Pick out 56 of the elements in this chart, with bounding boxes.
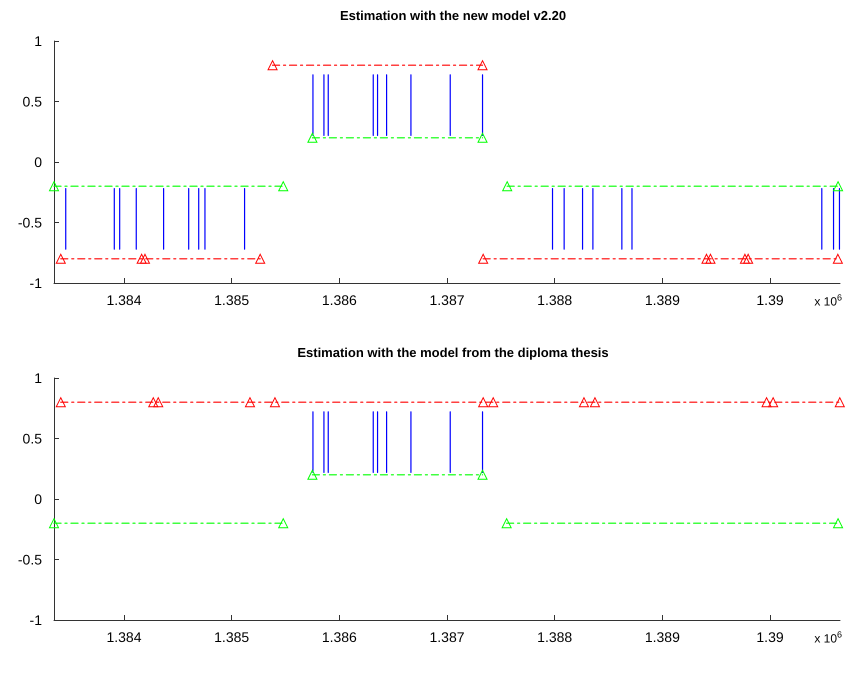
point <box>832 254 843 264</box>
y-tick-label: -1 <box>30 612 42 628</box>
y-tick-label: 1 <box>34 370 42 386</box>
x-tick-label: 1.386 <box>322 292 358 308</box>
x-tick-label: 1.386 <box>322 629 358 645</box>
chart-title: Estimation with the model from the diploma thesis <box>297 345 609 360</box>
point <box>590 397 600 408</box>
x-tick-label: 1.388 <box>537 629 572 645</box>
x-tick-label: 1.387 <box>429 629 465 645</box>
point <box>153 397 164 408</box>
x-tick-label: 1.39 <box>756 629 784 645</box>
x-tick-label: 1.388 <box>537 292 572 308</box>
x-tick-label: 1.385 <box>214 292 250 308</box>
x-tick-label: 1.389 <box>644 292 680 308</box>
point <box>768 397 778 408</box>
y-tick-label: -0.5 <box>18 214 42 230</box>
point <box>833 181 844 192</box>
point <box>478 254 488 264</box>
point <box>56 397 66 408</box>
y-tick-label: 1 <box>34 33 42 49</box>
point <box>740 254 750 264</box>
x-tick-label: 1.384 <box>106 629 142 645</box>
point <box>49 518 59 528</box>
point <box>762 397 772 408</box>
point <box>502 518 512 528</box>
point <box>49 181 59 192</box>
point <box>56 254 66 264</box>
point <box>701 254 712 264</box>
point <box>270 397 280 408</box>
x-tick-label: 1.389 <box>644 629 680 645</box>
x-tick-label: 1.39 <box>756 292 784 308</box>
x-tick-label: 1.387 <box>429 292 465 308</box>
point <box>148 397 158 408</box>
point <box>743 254 754 264</box>
point <box>488 397 498 408</box>
point <box>140 254 150 264</box>
y-tick-label: 0.5 <box>22 430 42 446</box>
y-tick-label: -1 <box>30 275 42 291</box>
point <box>136 254 147 264</box>
point <box>502 181 512 192</box>
point <box>278 181 288 192</box>
y-tick-label: 0 <box>34 154 42 170</box>
y-tick-label: 0.5 <box>22 94 42 110</box>
point <box>833 518 844 528</box>
x-tick-label: 1.385 <box>214 629 250 645</box>
point <box>478 397 488 408</box>
x-tick-label: 1.384 <box>106 292 142 308</box>
point <box>278 518 288 528</box>
y-tick-label: -0.5 <box>18 552 42 568</box>
point <box>578 397 589 408</box>
point <box>834 397 845 408</box>
point <box>255 254 266 264</box>
chart-title: Estimation with the new model v2.20 <box>340 8 566 23</box>
point <box>705 254 716 264</box>
point <box>244 397 255 408</box>
y-tick-label: 0 <box>34 491 42 507</box>
